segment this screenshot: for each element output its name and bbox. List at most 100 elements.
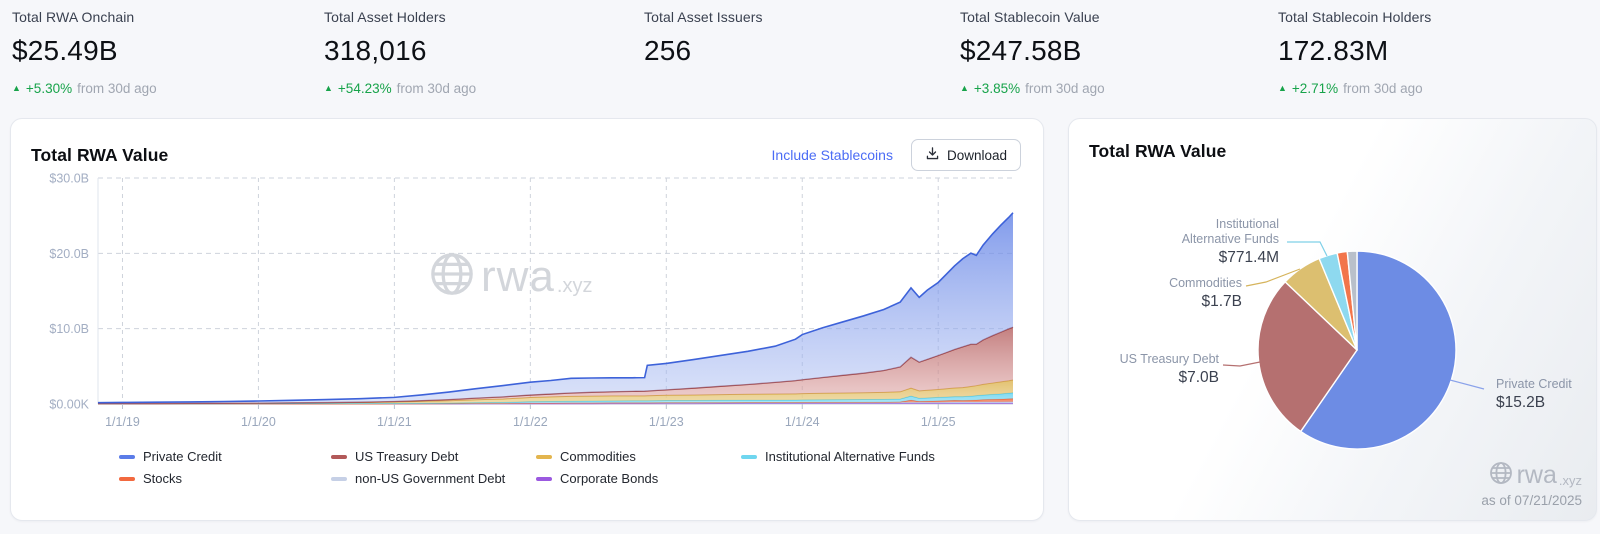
stat-change-suffix: from 30d ago xyxy=(1343,80,1423,96)
legend-item-us-treasury-debt[interactable]: US Treasury Debt xyxy=(331,449,536,464)
legend-swatch xyxy=(536,454,552,459)
x-tick-label: 1/1/22 xyxy=(513,415,548,429)
chart-legend: Private Credit US Treasury Debt Commoditie… xyxy=(119,449,935,486)
stat-value: $25.49B xyxy=(12,35,118,66)
legend-item-private-credit[interactable]: Private Credit xyxy=(119,449,331,464)
area-card-title: Total RWA Value xyxy=(31,144,169,165)
legend-label: Commodities xyxy=(560,449,636,464)
pie-label-private-credit: Private Credit $15.2B xyxy=(1496,377,1600,412)
y-tick-label: $0.00K xyxy=(49,398,89,412)
stat-value: 256 xyxy=(644,35,692,66)
download-button-label: Download xyxy=(946,147,1007,163)
legend-item-non-us-government-debt[interactable]: non-US Government Debt xyxy=(331,471,536,486)
stat-change-suffix: from 30d ago xyxy=(396,80,477,96)
total-rwa-value-pie-card: Total RWA Value Private Credit $15.2B US T… xyxy=(1068,118,1597,521)
area-band-institutional-alternative-funds[interactable] xyxy=(98,392,1013,404)
y-tick-label: $30.0B xyxy=(49,172,89,186)
stat-change: ▲ +2.71% from 30d ago xyxy=(1278,80,1598,96)
globe-icon xyxy=(1489,461,1513,490)
stat-block-total-asset-holders: Total Asset Holders 318,016 ▲ +54.23% fr… xyxy=(324,6,644,96)
stat-change-suffix: from 30d ago xyxy=(77,80,157,96)
legend-item-stocks[interactable]: Stocks xyxy=(119,471,331,486)
stat-change-percent: +2.71% xyxy=(1291,80,1339,96)
pie-slice-non-us-government-debt[interactable] xyxy=(1346,250,1358,351)
legend-swatch xyxy=(119,454,135,459)
stat-value: 318,016 xyxy=(324,35,427,66)
pie-chart-svg[interactable] xyxy=(1247,240,1467,460)
area-chart-svg[interactable]: 1/1/19 1/1/20 1/1/21 1/1/22 1/1/23 1/1/24 1/1/… xyxy=(11,169,1045,441)
area-line-private-credit xyxy=(97,212,1014,404)
x-tick-label: 1/1/24 xyxy=(785,415,820,429)
legend-label: US Treasury Debt xyxy=(355,449,459,464)
stat-block-total-asset-issuers: Total Asset Issuers 256 xyxy=(644,6,960,96)
stat-change xyxy=(644,80,960,96)
pie-label-name: Private Credit xyxy=(1496,377,1572,391)
area-band-non-us-government-debt[interactable] xyxy=(98,401,1013,404)
legend-label: Institutional Alternative Funds xyxy=(765,449,935,464)
as-of-date: as of 07/21/2025 xyxy=(1481,493,1582,508)
pie-label-us-treasury-debt: US Treasury Debt $7.0B xyxy=(1069,352,1219,387)
legend-item-institutional-alternative-funds[interactable]: Institutional Alternative Funds xyxy=(741,449,935,464)
area-card-header: Total RWA Value Include Stablecoins Down… xyxy=(11,119,1043,171)
area-band-commodities[interactable] xyxy=(98,379,1013,404)
x-tick-label: 1/1/20 xyxy=(241,415,276,429)
legend-label: Corporate Bonds xyxy=(560,471,659,486)
pie-chart: Private Credit $15.2B US Treasury Debt $7.0… xyxy=(1069,119,1598,522)
stat-change-percent: +54.23% xyxy=(337,80,392,96)
stat-label: Total Asset Issuers xyxy=(644,9,763,25)
stat-block-total-stablecoin-holders: Total Stablecoin Holders 172.83M ▲ +2.71… xyxy=(1278,6,1598,96)
up-triangle-icon: ▲ xyxy=(1278,83,1287,93)
pie-label-value: $15.2B xyxy=(1496,394,1546,411)
pie-label-commodities: Commodities $1.7B xyxy=(1069,276,1242,311)
area-chart[interactable]: 1/1/19 1/1/20 1/1/21 1/1/22 1/1/23 1/1/24 1/1/… xyxy=(11,169,1045,441)
x-tick-label: 1/1/25 xyxy=(921,415,956,429)
legend-swatch xyxy=(741,454,757,459)
include-stablecoins-link[interactable]: Include Stablecoins xyxy=(771,147,893,163)
legend-swatch xyxy=(331,454,347,459)
stat-label: Total Asset Holders xyxy=(324,9,446,25)
stat-block-total-rwa-onchain: Total RWA Onchain $25.49B ▲ +5.30% from … xyxy=(12,6,324,96)
pie-slice-us-treasury-debt[interactable] xyxy=(1257,281,1358,433)
pie-label-name: US Treasury Debt xyxy=(1119,352,1219,366)
stat-label: Total Stablecoin Holders xyxy=(1278,9,1432,25)
stat-change-suffix: from 30d ago xyxy=(1025,80,1105,96)
stat-change-percent: +5.30% xyxy=(25,80,73,96)
stat-change-percent: +3.85% xyxy=(973,80,1021,96)
legend-swatch xyxy=(331,476,347,481)
area-band-private-credit[interactable] xyxy=(98,212,1013,404)
pie-label-value: $1.7B xyxy=(1201,293,1242,310)
up-triangle-icon: ▲ xyxy=(12,83,21,93)
watermark-tld: .xyz xyxy=(1558,473,1582,488)
legend-swatch xyxy=(536,476,552,481)
download-icon xyxy=(925,146,940,164)
legend-item-commodities[interactable]: Commodities xyxy=(536,449,741,464)
legend-item-corporate-bonds[interactable]: Corporate Bonds xyxy=(536,471,741,486)
area-card-actions: Include Stablecoins Download xyxy=(772,139,1021,171)
stat-block-total-stablecoin-value: Total Stablecoin Value $247.58B ▲ +3.85%… xyxy=(960,6,1278,96)
area-band-us-treasury-debt[interactable] xyxy=(98,327,1013,404)
pie-label-name: Commodities xyxy=(1169,276,1242,290)
y-tick-label: $20.0B xyxy=(49,247,89,261)
stats-row: Total RWA Onchain $25.49B ▲ +5.30% from … xyxy=(12,6,1598,96)
stat-value: $247.58B xyxy=(960,35,1082,66)
up-triangle-icon: ▲ xyxy=(324,83,333,93)
x-tick-label: 1/1/23 xyxy=(649,415,684,429)
y-tick-label: $10.0B xyxy=(49,322,89,336)
stat-change: ▲ +3.85% from 30d ago xyxy=(960,80,1278,96)
stat-change: ▲ +5.30% from 30d ago xyxy=(12,80,324,96)
up-triangle-icon: ▲ xyxy=(960,83,969,93)
stat-value: 172.83M xyxy=(1278,35,1389,66)
x-tick-label: 1/1/21 xyxy=(377,415,412,429)
download-button[interactable]: Download xyxy=(910,139,1021,171)
stat-label: Total RWA Onchain xyxy=(12,9,135,25)
x-tick-label: 1/1/19 xyxy=(105,415,140,429)
pie-card-title: Total RWA Value xyxy=(1089,141,1227,161)
total-rwa-value-area-card: Total RWA Value Include Stablecoins Down… xyxy=(10,118,1044,521)
stat-label: Total Stablecoin Value xyxy=(960,9,1100,25)
legend-label: non-US Government Debt xyxy=(355,471,506,486)
stat-change: ▲ +54.23% from 30d ago xyxy=(324,80,644,96)
rwa-watermark-small: rwa .xyz as of 07/21/2025 xyxy=(1481,461,1582,508)
pie-label-value: $7.0B xyxy=(1178,369,1219,386)
legend-swatch xyxy=(119,476,135,481)
watermark-brand: rwa xyxy=(1516,461,1557,489)
